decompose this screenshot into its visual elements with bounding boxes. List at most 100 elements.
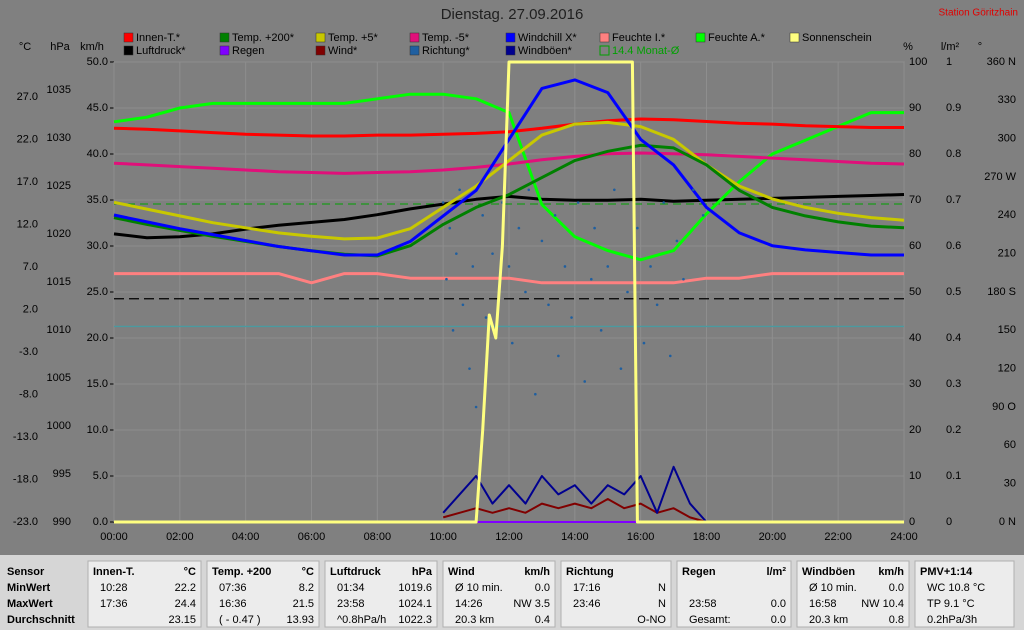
y-tick-label: 27.0 (17, 91, 38, 103)
direction-point (626, 290, 629, 294)
direction-point (481, 214, 484, 217)
legend-label: Feuchte A.* (708, 32, 766, 44)
direction-point (619, 367, 623, 370)
y-tick-label: 30 (1004, 478, 1016, 490)
legend-swatch (599, 45, 610, 56)
direction-point (458, 188, 461, 192)
y-tick-label: 1020 (47, 228, 71, 240)
group-unit: hPa (412, 566, 433, 578)
y-tick-label: 0.8 (946, 148, 961, 160)
series-line (114, 272, 904, 285)
y-tick-label: 30 (909, 378, 921, 390)
legend-label: Windböen* (518, 45, 573, 57)
y-tick-label: 45.0 (87, 102, 108, 114)
cell-right: 1019.6 (398, 582, 432, 594)
legend-label: Richtung* (422, 45, 470, 57)
y-tick-label: 0.2 (946, 424, 961, 436)
group-name: PMV+1:14 (920, 566, 973, 578)
x-tick-label: 00:00 (100, 531, 128, 543)
legend-label: Sonnenschein (802, 32, 872, 44)
legend-swatch (599, 32, 610, 43)
legend-label: 14.4 Monat-Ø (612, 45, 680, 57)
cell-left: ^0.8hPa/h (337, 614, 386, 626)
direction-point (517, 226, 521, 230)
direction-point (662, 201, 666, 204)
y-tick-label: 1015 (47, 276, 71, 288)
y-tick-label: 180 S (987, 286, 1016, 298)
direction-point (655, 303, 659, 307)
y-tick-label: 1025 (47, 180, 71, 192)
axis-title: % (903, 41, 913, 53)
legend-label: Regen (232, 45, 264, 57)
x-tick-label: 20:00 (759, 531, 787, 543)
cell-left: 0.2hPa/3h (927, 614, 977, 626)
direction-point (668, 354, 672, 358)
axis-title: l/m² (941, 41, 960, 53)
direction-point (642, 341, 646, 345)
direction-point (682, 277, 685, 281)
group-unit: km/h (878, 566, 904, 578)
direction-point (570, 316, 573, 319)
axis-title: hPa (50, 41, 70, 53)
direction-point (563, 265, 567, 268)
legend-swatch (695, 32, 706, 43)
y-tick-label: 0.0 (93, 516, 108, 528)
y-tick-label: -3.0 (19, 346, 38, 358)
y-tick-label: 50 (909, 286, 921, 298)
row-label: MinWert (7, 582, 51, 594)
direction-point (451, 329, 455, 332)
x-tick-label: 24:00 (890, 531, 918, 543)
direction-point (468, 367, 471, 370)
direction-point (448, 226, 452, 230)
y-tick-label: -8.0 (19, 388, 38, 400)
x-tick-label: 12:00 (495, 531, 523, 543)
group-unit: km/h (524, 566, 550, 578)
group-panel (87, 560, 202, 628)
row-label: MaxWert (7, 598, 53, 610)
legend-swatch (315, 45, 326, 56)
cell-right: 0.0 (771, 598, 786, 610)
group-panel (206, 560, 320, 628)
y-tick-label: 0.4 (946, 332, 961, 344)
y-tick-label: 40 (909, 332, 921, 344)
y-tick-label: 120 (998, 363, 1016, 375)
y-tick-label: 240 (998, 209, 1016, 221)
row-label: Sensor (7, 566, 45, 578)
x-tick-label: 14:00 (561, 531, 589, 543)
legend-label: Temp. -5* (422, 32, 470, 44)
series-line (442, 498, 707, 523)
legend-swatch (123, 45, 134, 56)
series-line (113, 117, 904, 138)
legend-swatch (409, 45, 420, 56)
direction-point (455, 252, 458, 255)
x-tick-label: 02:00 (166, 531, 194, 543)
cell-left: Ø 10 min. (809, 582, 857, 594)
direction-point (484, 316, 488, 319)
y-tick-label: 90 (909, 102, 921, 114)
direction-point (474, 405, 478, 409)
group-panel (324, 560, 438, 628)
cell-right: 23.15 (168, 614, 196, 626)
y-tick-label: 12.0 (17, 218, 38, 230)
cell-right: 22.2 (175, 582, 196, 594)
direction-point (606, 265, 610, 268)
axis-title: °C (19, 41, 31, 53)
x-tick-label: 10:00 (429, 531, 457, 543)
cell-left: 23:58 (689, 598, 717, 610)
cell-right: 0.8 (889, 614, 904, 626)
cell-right: 24.4 (175, 598, 196, 610)
legend-label: Windchill X* (518, 32, 577, 44)
group-name: Richtung (566, 566, 614, 578)
cell-left: 23:58 (337, 598, 365, 610)
y-tick-label: 17.0 (17, 176, 38, 188)
cell-left: WC 10.8 °C (927, 582, 985, 594)
y-tick-label: 0.5 (946, 286, 961, 298)
legend-label: Innen-T.* (136, 32, 181, 44)
series-line (114, 60, 904, 524)
x-tick-label: 08:00 (364, 531, 392, 543)
group-panel (560, 560, 672, 628)
legend-swatch (505, 45, 516, 56)
cell-left: 10:28 (100, 582, 128, 594)
y-tick-label: 0.7 (946, 194, 961, 206)
